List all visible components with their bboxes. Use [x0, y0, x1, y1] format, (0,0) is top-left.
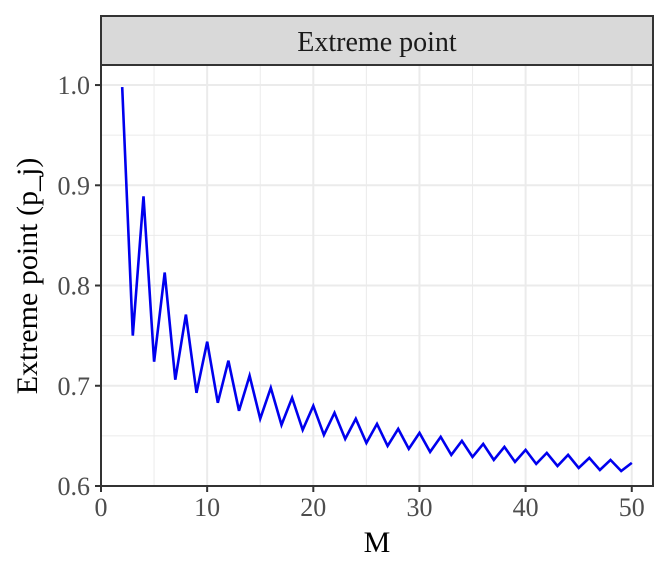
- x-tick-label: 0: [95, 493, 108, 522]
- y-tick-label: 0.9: [58, 171, 91, 200]
- y-axis-title: Extreme point (p_j): [11, 158, 44, 395]
- strip-background: [100, 15, 654, 66]
- x-tick-label: 50: [619, 493, 645, 522]
- y-tick-label: 0.8: [58, 272, 91, 301]
- x-tick-label: 20: [300, 493, 326, 522]
- series-layer: [120, 87, 633, 473]
- x-tick-label: 40: [513, 493, 539, 522]
- panel-border: [100, 64, 654, 487]
- y-tick-label: 1.0: [58, 71, 91, 100]
- y-axis: 0.6 0.7 0.8 0.9 1.0: [58, 71, 101, 501]
- chart-title: Extreme point: [297, 27, 457, 58]
- x-axis: 0 10 20 30 40 50: [95, 486, 645, 522]
- x-axis-title: M: [364, 526, 391, 559]
- series-line: [120, 87, 633, 473]
- x-tick-label: 30: [406, 493, 432, 522]
- x-tick-label: 10: [194, 493, 220, 522]
- y-tick-label: 0.6: [58, 472, 91, 501]
- y-tick-label: 0.7: [58, 372, 91, 401]
